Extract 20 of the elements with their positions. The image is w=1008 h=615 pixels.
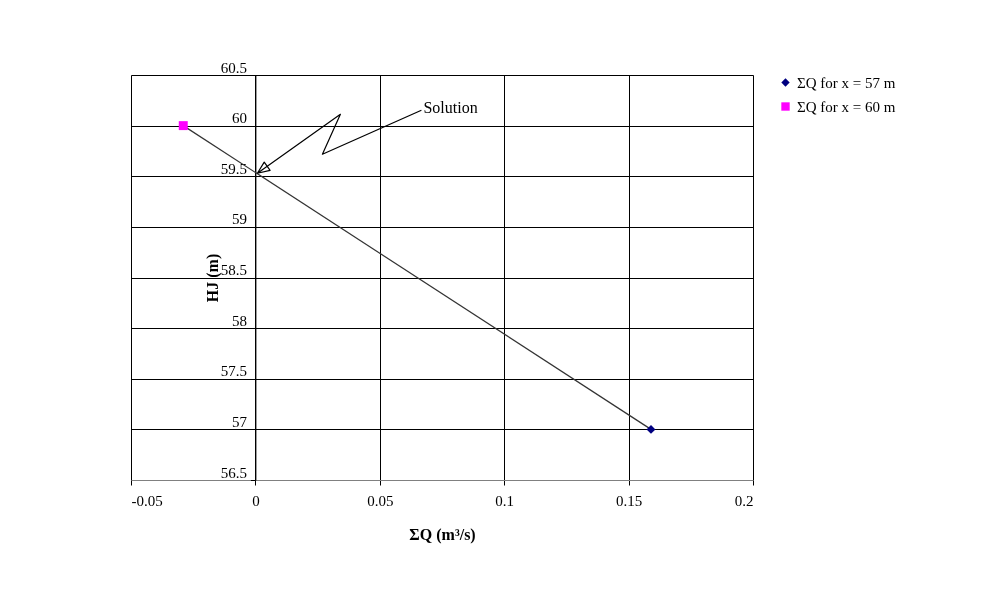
x-tick-label: 0.2 — [734, 492, 754, 509]
x-tick-label: 0.1 — [495, 492, 515, 509]
x-tick-label: 0.15 — [615, 492, 643, 509]
y-tick-label: 56.5 — [220, 464, 247, 481]
y-tick-label: 60 — [231, 110, 247, 127]
y-tick-label: 57 — [231, 413, 248, 430]
y-tick-label: 60.5 — [220, 59, 247, 76]
x-tick-label: 0.05 — [367, 492, 394, 509]
x-tick-label: -0.05 — [131, 492, 163, 509]
y-tick-label: 59 — [231, 211, 247, 228]
y-axis-title: HJ (m) — [203, 253, 222, 303]
y-tick-label: 58.5 — [220, 262, 247, 278]
annotation: Solution — [423, 99, 478, 117]
y-tick-label: 58 — [231, 312, 247, 329]
legend-label: ΣQ for x = 57 m — [797, 74, 896, 91]
y-tick-label: 57.5 — [220, 363, 247, 380]
x-axis-title: ΣQ (m³/s) — [409, 525, 476, 544]
y-tick-label: 59.5 — [220, 160, 247, 177]
x-tick-label: 0 — [252, 492, 260, 509]
legend-label: ΣQ for x = 60 m — [797, 98, 896, 115]
